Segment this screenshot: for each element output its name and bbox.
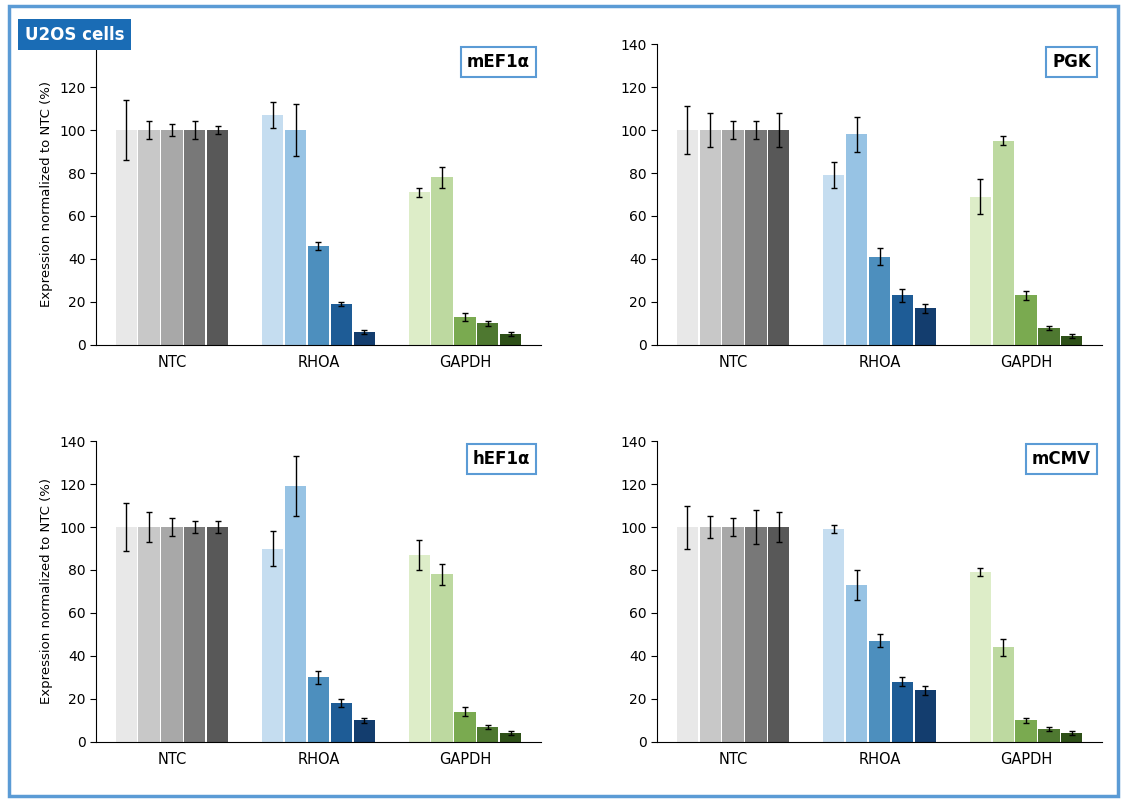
Bar — [500, 334, 522, 345]
Bar — [285, 130, 307, 345]
Bar — [477, 323, 498, 345]
Bar — [285, 486, 307, 742]
Bar — [676, 130, 698, 345]
Bar — [823, 175, 844, 345]
Text: PGK: PGK — [1053, 53, 1091, 71]
Bar — [915, 691, 935, 742]
Bar — [993, 647, 1014, 742]
Bar — [409, 555, 429, 742]
Bar — [454, 317, 476, 345]
Bar — [184, 527, 205, 742]
Bar — [869, 257, 890, 345]
Bar — [116, 527, 136, 742]
Bar — [769, 130, 789, 345]
Bar — [700, 527, 721, 742]
Bar — [184, 130, 205, 345]
Bar — [891, 682, 913, 742]
Bar — [745, 130, 766, 345]
Bar — [161, 130, 183, 345]
Text: mEF1α: mEF1α — [467, 53, 530, 71]
Bar — [207, 130, 229, 345]
Bar — [454, 712, 476, 742]
Text: mCMV: mCMV — [1032, 450, 1091, 468]
Bar — [823, 529, 844, 742]
Bar — [263, 549, 283, 742]
Bar — [308, 678, 329, 742]
Bar — [432, 177, 453, 345]
Bar — [330, 703, 352, 742]
Bar — [676, 527, 698, 742]
Bar — [139, 130, 160, 345]
Bar — [1015, 295, 1037, 345]
Bar — [500, 733, 522, 742]
Bar — [700, 130, 721, 345]
Bar — [207, 527, 229, 742]
Bar — [969, 572, 991, 742]
Bar — [969, 196, 991, 345]
Bar — [330, 304, 352, 345]
Bar — [915, 308, 935, 345]
Bar — [409, 192, 429, 345]
Bar — [139, 527, 160, 742]
Text: hEF1α: hEF1α — [472, 450, 530, 468]
Bar — [161, 527, 183, 742]
Y-axis label: Expression normalized to NTC (%): Expression normalized to NTC (%) — [41, 479, 53, 704]
Bar — [354, 720, 375, 742]
Bar — [1038, 328, 1059, 345]
Bar — [745, 527, 766, 742]
Bar — [308, 246, 329, 345]
Bar — [846, 585, 868, 742]
Bar — [722, 130, 744, 345]
Bar — [993, 141, 1014, 345]
Bar — [1062, 733, 1082, 742]
Bar — [722, 527, 744, 742]
Bar — [869, 641, 890, 742]
Bar — [477, 727, 498, 742]
Bar — [1062, 336, 1082, 345]
Bar — [1015, 720, 1037, 742]
Bar — [1038, 729, 1059, 742]
Bar — [769, 527, 789, 742]
Y-axis label: Expression normalized to NTC (%): Expression normalized to NTC (%) — [41, 82, 53, 307]
Bar — [846, 135, 868, 345]
Bar — [354, 332, 375, 345]
Bar — [891, 295, 913, 345]
Bar — [432, 574, 453, 742]
Bar — [116, 130, 136, 345]
Text: U2OS cells: U2OS cells — [25, 26, 124, 43]
Bar — [263, 115, 283, 345]
